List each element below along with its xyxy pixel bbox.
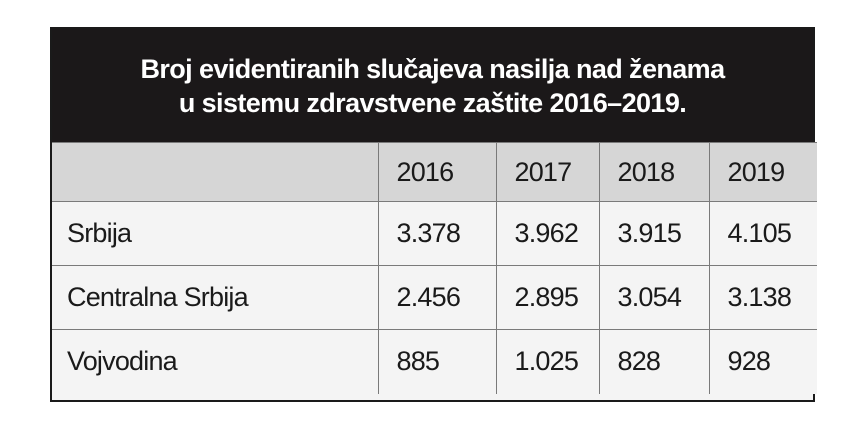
table-cell: 3.915 xyxy=(598,201,709,266)
table-cell: 3.138 xyxy=(708,265,817,330)
table-title-line-1: Broj evidentiranih slučajeva nasilja nad… xyxy=(140,53,725,84)
row-label: Vojvodina xyxy=(52,329,378,394)
table-cell: 828 xyxy=(598,329,709,394)
table-cell: 2.895 xyxy=(495,265,599,330)
table-cell: 885 xyxy=(377,329,496,394)
table-row: Srbija 3.378 3.962 3.915 4.105 xyxy=(52,201,817,266)
table-row: Centralna Srbija 2.456 2.895 3.054 3.138 xyxy=(52,265,817,330)
header-cell-empty xyxy=(52,142,378,202)
table-title: Broj evidentiranih slučajeva nasilja nad… xyxy=(52,29,813,142)
table-cell: 3.054 xyxy=(598,265,709,330)
table-row: Vojvodina 885 1.025 828 928 xyxy=(52,329,817,394)
row-label: Srbija xyxy=(52,201,378,266)
table-cell: 3.378 xyxy=(377,201,496,266)
header-cell-year: 2016 xyxy=(377,142,496,202)
header-cell-year: 2019 xyxy=(708,142,817,202)
data-table: 2016 2017 2018 2019 Srbija 3.378 3.962 3… xyxy=(52,142,817,394)
table-header-row: 2016 2017 2018 2019 xyxy=(52,142,817,202)
table-cell: 3.962 xyxy=(495,201,599,266)
data-table-container: Broj evidentiranih slučajeva nasilja nad… xyxy=(50,27,817,402)
table-title-line-2: u sistemu zdravstvene zaštite 2016–2019. xyxy=(178,87,687,118)
table-cell: 1.025 xyxy=(495,329,599,394)
header-cell-year: 2018 xyxy=(598,142,709,202)
header-cell-year: 2017 xyxy=(495,142,599,202)
row-label: Centralna Srbija xyxy=(52,265,378,330)
table-cell: 4.105 xyxy=(708,201,817,266)
table-cell: 928 xyxy=(708,329,817,394)
table-cell: 2.456 xyxy=(377,265,496,330)
